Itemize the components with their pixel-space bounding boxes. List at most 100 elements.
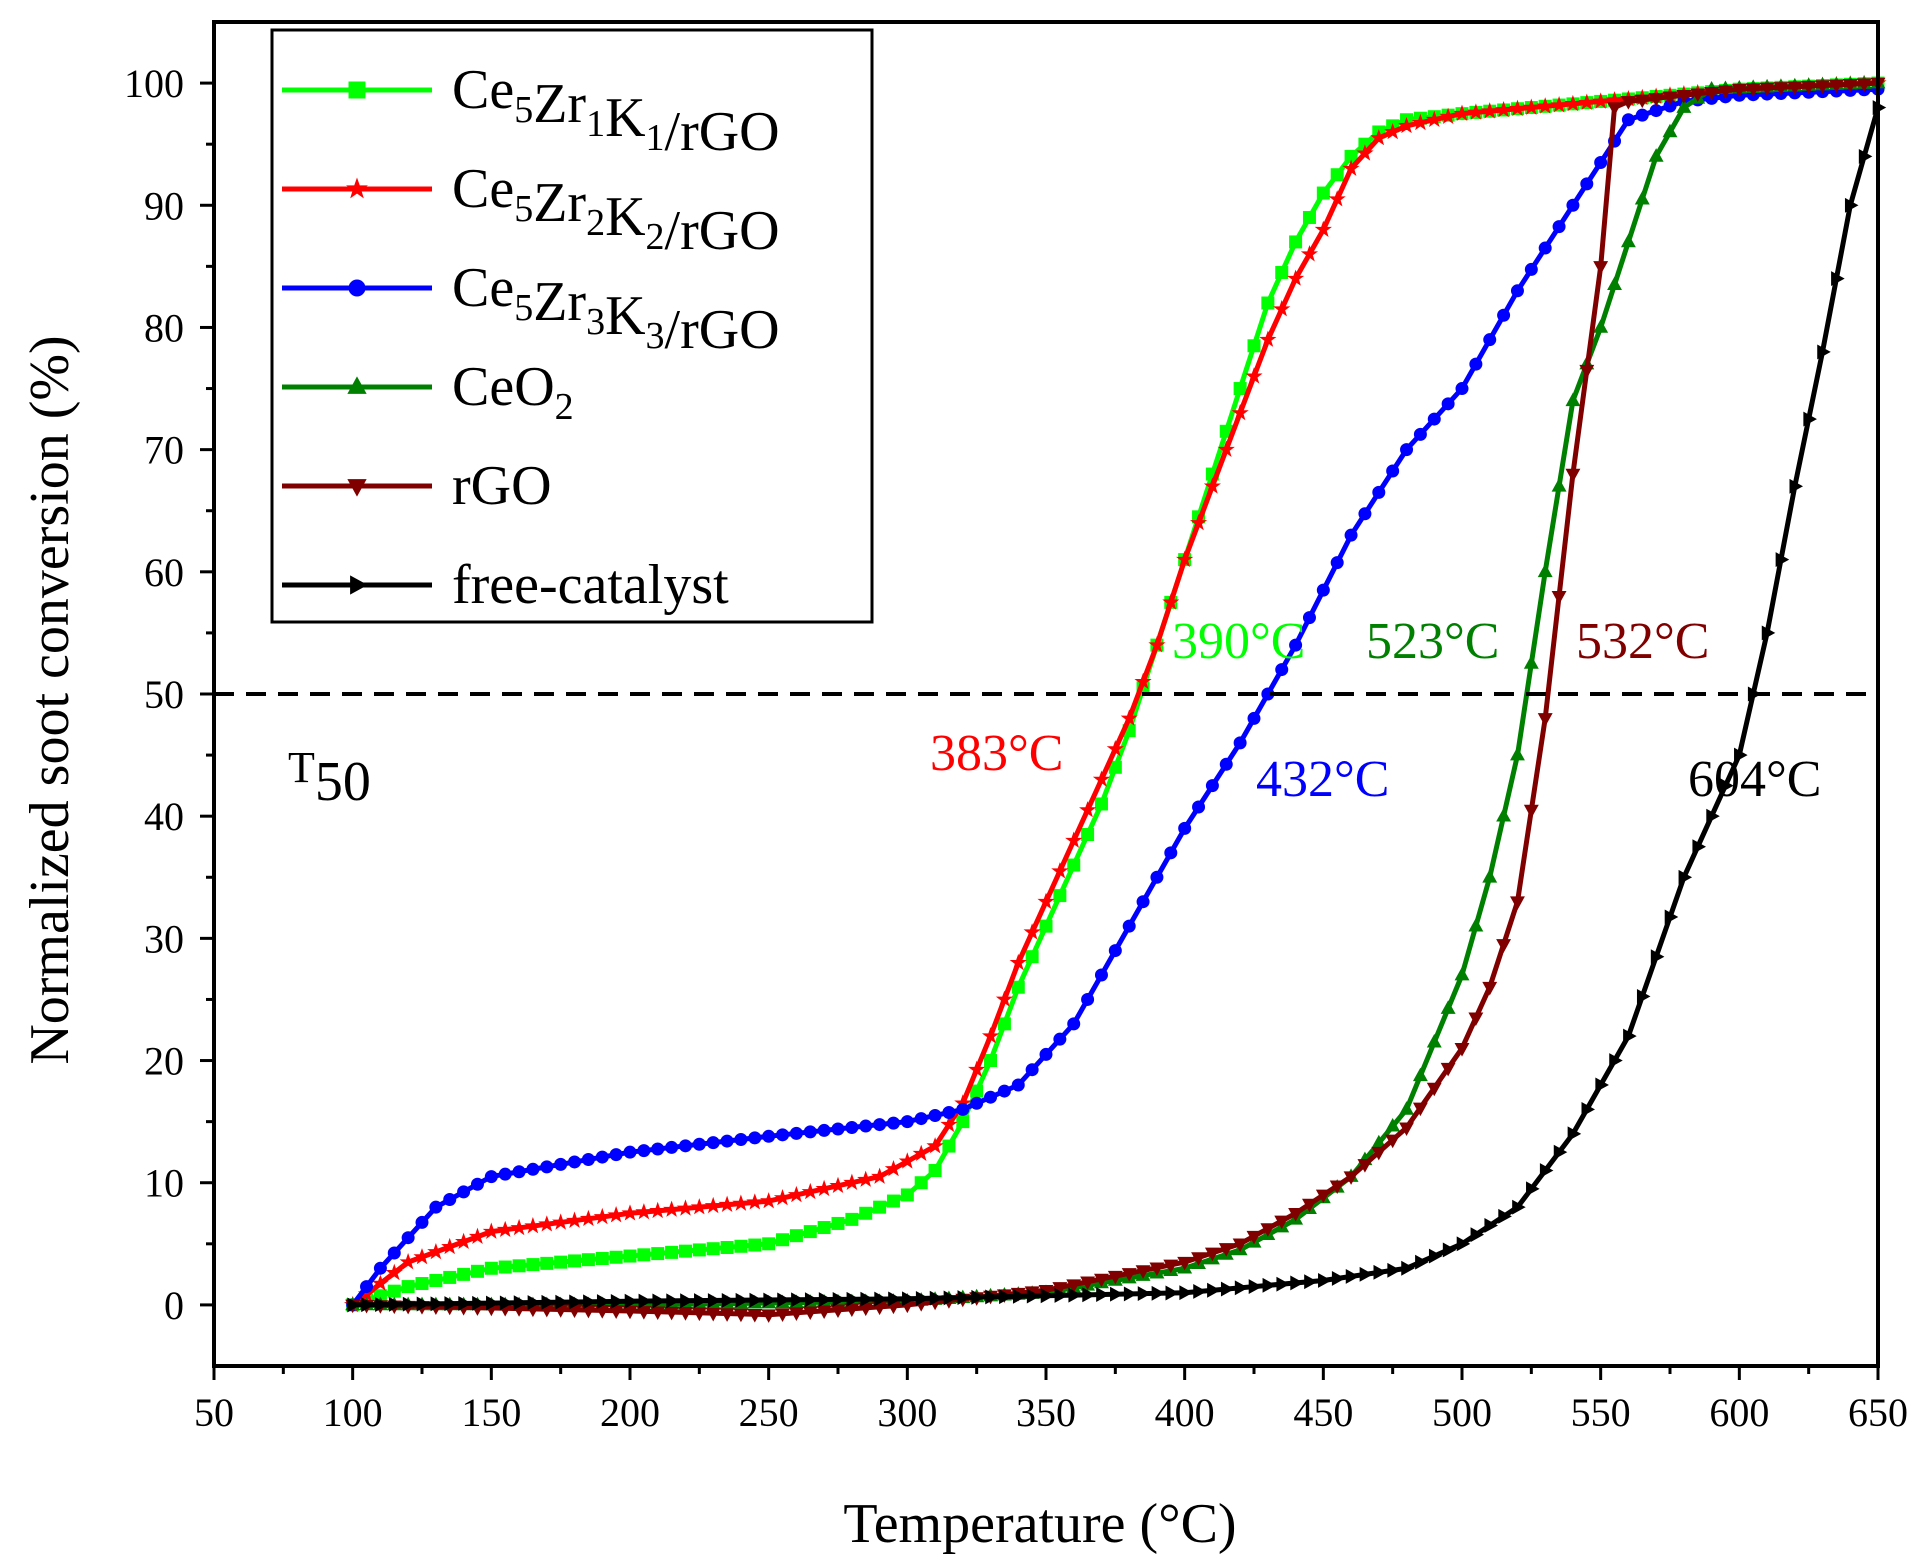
data-point — [900, 1115, 914, 1129]
data-point — [443, 1270, 457, 1284]
y-tick-label: 60 — [144, 550, 184, 595]
x-tick-label: 600 — [1709, 1390, 1769, 1435]
data-point — [1148, 636, 1166, 653]
data-point — [1386, 464, 1400, 478]
data-point — [1510, 284, 1524, 298]
data-point — [554, 1255, 568, 1269]
data-point — [401, 1231, 415, 1245]
t50-label: T50 — [288, 743, 371, 813]
data-point — [429, 1200, 443, 1214]
data-point — [1636, 988, 1651, 1004]
data-point — [970, 1084, 984, 1098]
data-point — [718, 1195, 736, 1213]
data-point — [1356, 144, 1374, 161]
data-point — [1690, 88, 1706, 103]
data-point — [984, 1054, 998, 1068]
data-point — [1455, 382, 1469, 396]
data-point — [1106, 739, 1124, 757]
data-point — [914, 1112, 928, 1126]
data-point — [1621, 113, 1635, 127]
data-point — [1110, 1286, 1124, 1302]
data-point — [804, 1292, 819, 1308]
data-point — [1178, 821, 1192, 835]
data-point — [1040, 1288, 1055, 1304]
data-point — [1259, 330, 1277, 347]
data-point — [721, 1292, 736, 1308]
data-point — [1165, 1285, 1180, 1301]
y-axis-title: Normalized soot conversion (%) — [19, 335, 81, 1064]
series-free-catalyst — [347, 100, 1887, 1313]
x-tick-label: 450 — [1293, 1390, 1353, 1435]
data-point — [1135, 1265, 1151, 1279]
data-point — [1539, 1163, 1554, 1178]
data-point — [581, 1153, 595, 1167]
data-point — [1801, 80, 1817, 95]
data-point — [1245, 367, 1263, 384]
data-point — [1218, 1243, 1234, 1257]
data-point — [1620, 96, 1636, 110]
t50-label-main: T — [288, 743, 315, 792]
data-point — [1373, 1264, 1388, 1280]
data-point — [815, 1179, 833, 1197]
data-point — [1134, 672, 1152, 690]
data-point — [1164, 846, 1178, 860]
data-point — [1817, 344, 1831, 360]
data-point — [1441, 397, 1455, 411]
data-point — [1551, 590, 1567, 605]
data-point — [1496, 939, 1512, 953]
data-point — [1594, 156, 1608, 170]
legend-label-part: 5 — [514, 287, 533, 329]
data-point — [704, 1196, 722, 1214]
data-point — [1011, 980, 1025, 994]
data-point — [1510, 746, 1525, 761]
data-point — [1844, 197, 1859, 213]
data-point — [734, 1132, 748, 1146]
data-point — [457, 1185, 471, 1199]
y-tick-label: 40 — [144, 794, 184, 839]
data-point — [789, 1126, 803, 1140]
data-point — [347, 1297, 361, 1313]
data-point — [1440, 1000, 1456, 1014]
data-point — [818, 1292, 833, 1307]
data-point — [1220, 1281, 1235, 1297]
data-point — [621, 1204, 639, 1221]
data-point — [1315, 1189, 1331, 1204]
legend-label-part: /rGO — [665, 200, 780, 262]
data-point — [1634, 190, 1650, 205]
annotations: 390°C 523°C 532°C 383°C 432°C 604°C — [930, 613, 1821, 808]
data-point — [859, 1206, 873, 1220]
data-point — [1718, 85, 1733, 99]
legend-label-part: 5 — [514, 89, 533, 131]
data-point — [1207, 1282, 1221, 1298]
data-point — [429, 1273, 443, 1287]
data-point — [845, 1212, 859, 1226]
data-point — [1676, 90, 1692, 104]
data-point — [1440, 1062, 1456, 1077]
y-tick-label: 100 — [124, 61, 184, 106]
data-point — [691, 1307, 707, 1322]
data-point — [886, 1194, 900, 1208]
data-point — [1385, 1117, 1401, 1132]
data-point — [762, 1129, 776, 1143]
data-point — [735, 1292, 750, 1308]
data-point — [900, 1188, 914, 1202]
data-point — [1037, 892, 1055, 910]
data-point — [705, 1307, 721, 1322]
y-tick-label: 0 — [164, 1283, 184, 1328]
data-point — [761, 1309, 777, 1323]
data-point — [399, 1253, 417, 1270]
data-point — [1204, 1247, 1220, 1262]
data-point — [527, 1295, 542, 1310]
data-point — [1094, 797, 1108, 811]
data-point — [1579, 364, 1595, 379]
y-tick-label: 30 — [144, 916, 184, 961]
data-point — [733, 1308, 749, 1323]
y-tick-label: 50 — [144, 672, 184, 717]
data-point — [690, 1198, 708, 1215]
data-point — [484, 1261, 498, 1275]
data-point — [775, 1308, 790, 1322]
legend-label-part: K — [605, 87, 645, 149]
data-point — [1232, 1238, 1248, 1253]
data-point — [1023, 923, 1041, 940]
data-point — [1453, 104, 1471, 121]
